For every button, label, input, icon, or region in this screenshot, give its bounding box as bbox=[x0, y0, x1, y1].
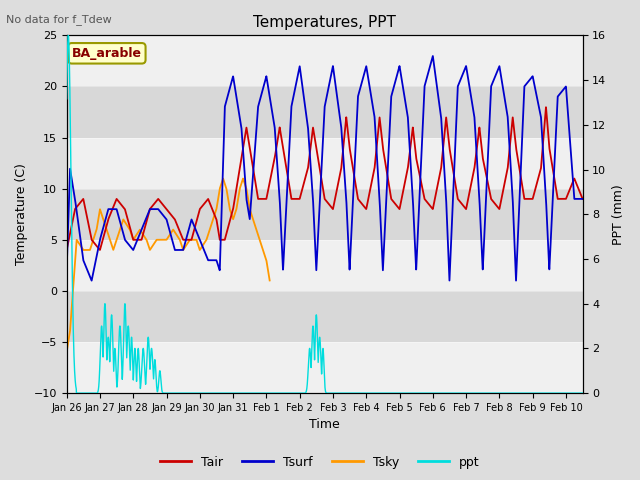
Bar bbox=[67, 86, 582, 138]
Legend: Tair, Tsurf, Tsky, ppt: Tair, Tsurf, Tsky, ppt bbox=[155, 451, 485, 474]
Bar bbox=[67, 189, 582, 240]
Y-axis label: Temperature (C): Temperature (C) bbox=[15, 163, 28, 265]
Bar bbox=[67, 138, 582, 189]
Bar bbox=[67, 342, 582, 393]
Bar bbox=[67, 36, 582, 86]
Text: No data for f_Tdew: No data for f_Tdew bbox=[6, 14, 112, 25]
Bar bbox=[67, 240, 582, 291]
Y-axis label: PPT (mm): PPT (mm) bbox=[612, 184, 625, 245]
Text: BA_arable: BA_arable bbox=[72, 47, 142, 60]
Title: Temperatures, PPT: Temperatures, PPT bbox=[253, 15, 396, 30]
Bar bbox=[67, 291, 582, 342]
X-axis label: Time: Time bbox=[309, 419, 340, 432]
